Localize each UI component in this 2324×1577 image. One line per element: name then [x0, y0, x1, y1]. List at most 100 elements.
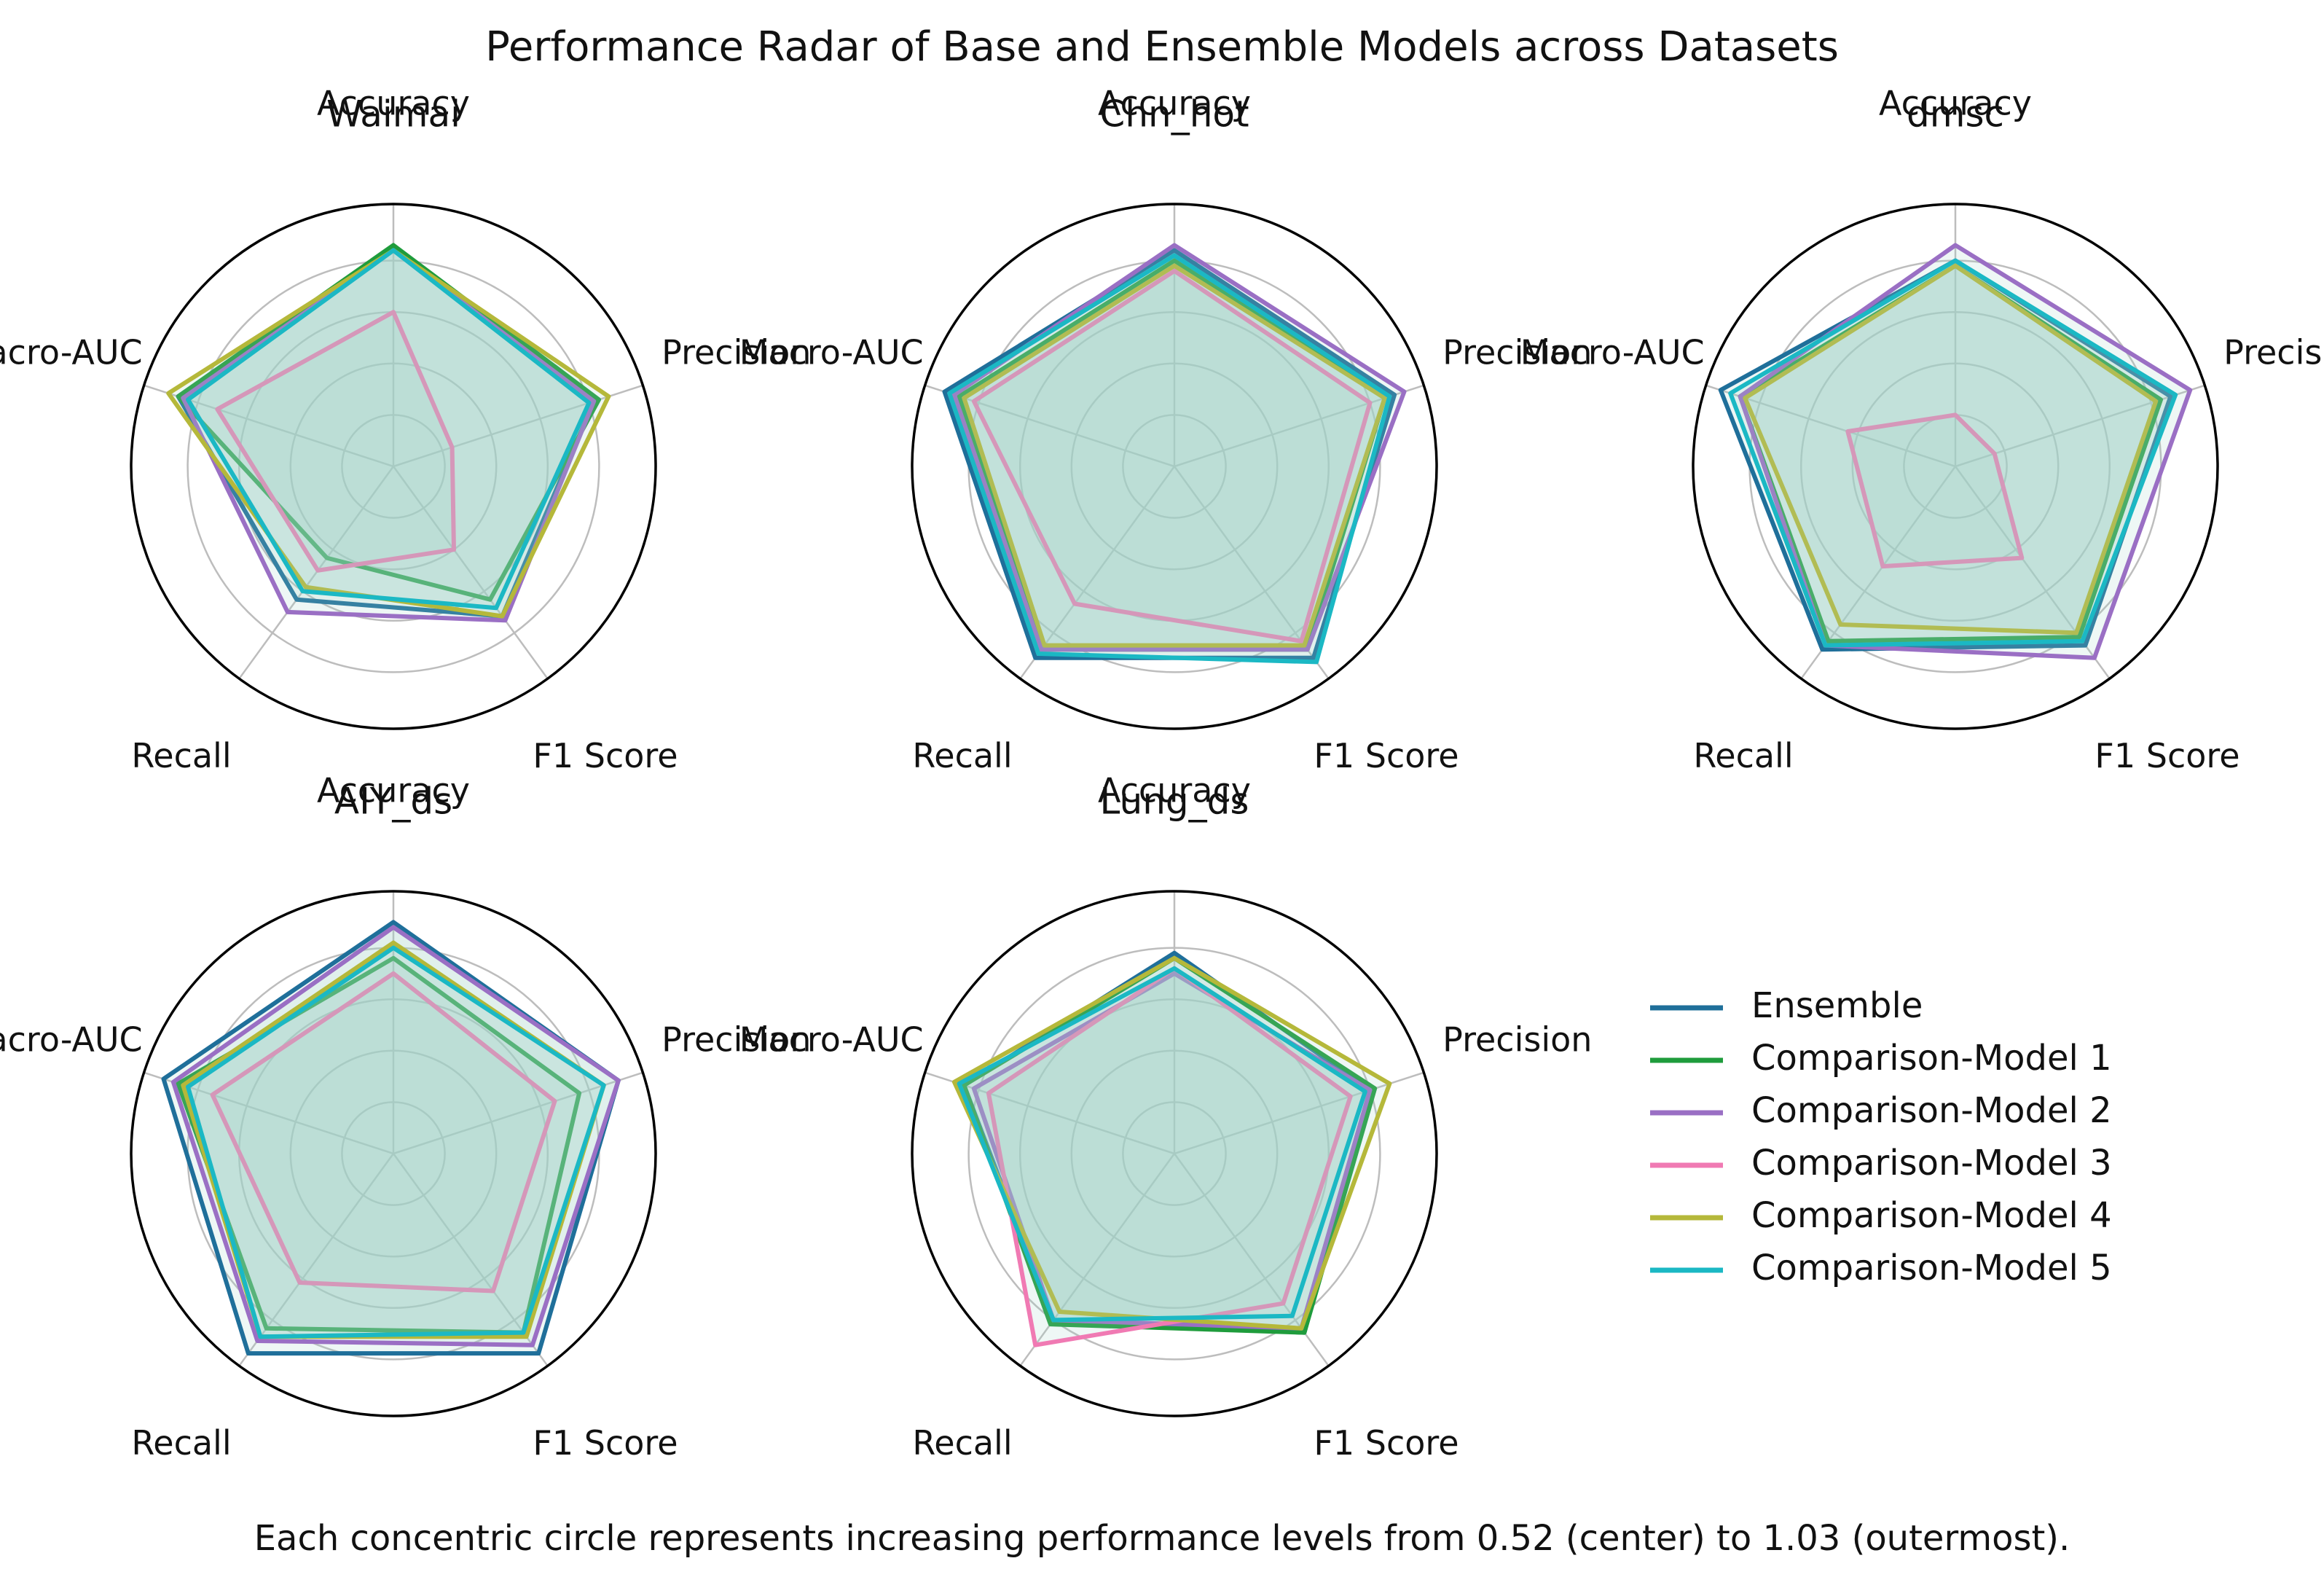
spoke-line	[238, 1153, 395, 1366]
spoke-line	[392, 466, 549, 679]
series-fill	[959, 968, 1365, 1320]
series-fill	[1740, 265, 2161, 641]
legend-label: Ensemble	[1751, 985, 1923, 1026]
axis-label-accuracy: Accuracy	[317, 771, 470, 810]
series-fill	[954, 245, 1405, 650]
panel-title: AIY_ds	[334, 780, 452, 823]
legend-item-comparison-model-3: Comparison-Model 3	[1650, 1143, 2112, 1183]
axis-label-f1-score: F1 Score	[533, 1423, 678, 1463]
axis-label-accuracy: Accuracy	[317, 84, 470, 123]
axis-label-precision: Precision	[2223, 333, 2324, 372]
series-fill	[173, 927, 619, 1345]
series-fill	[1730, 260, 2176, 646]
axis-label-f1-score: F1 Score	[533, 736, 678, 775]
series-outline-comparison-model-5	[1728, 258, 2178, 648]
chart-title: Performance Radar of Base and Ensemble M…	[485, 23, 1839, 71]
legend-item-comparison-model-2: Comparison-Model 2	[1650, 1090, 2112, 1131]
series-outline-comparison-model-1	[176, 243, 601, 602]
series-outline-comparison-model-4	[1743, 263, 2159, 635]
outer-circle	[130, 203, 657, 730]
outer-circle	[1692, 203, 2219, 730]
spoke-line	[393, 384, 643, 468]
panel-title: Chn_hot	[1099, 93, 1249, 136]
series-outline-comparison-model-3	[210, 971, 557, 1294]
axis-label-macro-auc: Macro-AUC	[1520, 333, 1705, 372]
spoke-line	[1955, 384, 2205, 468]
legend-item-comparison-model-1: Comparison-Model 1	[1650, 1038, 2112, 1079]
axis-label-recall: Recall	[1693, 736, 1793, 775]
series-outline-comparison-model-5	[186, 248, 592, 611]
axis-label-f1-score: F1 Score	[2095, 736, 2239, 775]
series-fill	[178, 250, 594, 617]
legend-label: Comparison-Model 4	[1751, 1195, 2112, 1236]
axis-label-macro-auc: Macro-AUC	[739, 333, 924, 372]
series-fill	[188, 250, 589, 609]
series-outline-comparison-model-4	[962, 263, 1387, 648]
axis-label-precision: Precision	[1442, 333, 1592, 372]
axis-label-recall: Recall	[131, 736, 231, 775]
series-fill	[954, 958, 1390, 1328]
series-fill	[964, 952, 1370, 1333]
series-fill	[212, 973, 555, 1291]
axis-label-precision: Precision	[662, 333, 811, 372]
legend-item-comparison-model-4: Comparison-Model 4	[1650, 1195, 2112, 1236]
series-fill	[183, 250, 594, 621]
series-fill	[964, 265, 1385, 646]
series-fill	[178, 245, 600, 600]
outer-circle	[911, 890, 1438, 1417]
series-outline-comparison-model-2	[1738, 243, 2193, 660]
series-outline-comparison-model-4	[951, 955, 1392, 1331]
panel-title: Lung_ds	[1100, 780, 1249, 823]
series-outline-comparison-model-3	[1845, 412, 2025, 569]
series-outline-comparison-model-2	[181, 248, 597, 623]
panel-title: dmsc	[1907, 93, 2004, 136]
axis-label-f1-score: F1 Score	[1314, 1423, 1459, 1463]
series-fill	[988, 968, 1351, 1345]
legend: Ensemble Comparison-Model 1 Comparison-Mod…	[1650, 985, 2112, 1288]
axis-label-macro-auc: Macro-AUC	[0, 1020, 143, 1060]
series-fill	[973, 973, 1370, 1328]
series-fill	[964, 958, 1375, 1333]
series-outline-ensemble	[1718, 258, 2173, 652]
legend-item-comparison-model-5: Comparison-Model 5	[1650, 1248, 2112, 1288]
axis-label-macro-auc: Macro-AUC	[739, 1020, 924, 1060]
series-fill	[163, 922, 619, 1354]
outer-circle	[130, 890, 657, 1417]
series-fill	[1720, 260, 2171, 650]
legend-label: Comparison-Model 3	[1751, 1143, 2112, 1183]
legend-item-ensemble: Ensemble	[1650, 985, 1923, 1026]
legend-label: Comparison-Model 1	[1751, 1038, 2112, 1079]
axis-label-accuracy: Accuracy	[1098, 771, 1251, 810]
series-fill	[959, 260, 1385, 650]
series-outline-comparison-model-5	[957, 966, 1367, 1323]
legend-label: Comparison-Model 5	[1751, 1248, 2112, 1288]
series-outline-comparison-model-2	[971, 971, 1373, 1331]
axis-label-precision: Precision	[1442, 1020, 1592, 1060]
axis-label-f1-score: F1 Score	[1314, 736, 1459, 775]
spoke-line	[238, 466, 395, 679]
series-outline-comparison-model-3	[986, 966, 1353, 1347]
series-fill	[188, 947, 604, 1337]
axis-label-recall: Recall	[131, 1423, 231, 1463]
axis-label-recall: Recall	[912, 736, 1012, 775]
series-outline-comparison-model-1	[1738, 263, 2163, 643]
spoke-line	[1019, 1153, 1176, 1366]
series-outline-comparison-model-5	[186, 945, 606, 1339]
axis-label-precision: Precision	[662, 1020, 811, 1060]
series-outline-comparison-model-5	[947, 253, 1392, 665]
series-fill	[949, 255, 1390, 662]
axis-label-accuracy: Accuracy	[1098, 84, 1251, 123]
series-outline-comparison-model-2	[170, 925, 621, 1347]
chart-caption: Each concentric circle represents increa…	[254, 1518, 2070, 1559]
panel-title: Waimai	[326, 93, 460, 136]
series-fill	[183, 942, 604, 1337]
series-fill	[973, 270, 1370, 641]
outer-circle	[911, 203, 1438, 730]
